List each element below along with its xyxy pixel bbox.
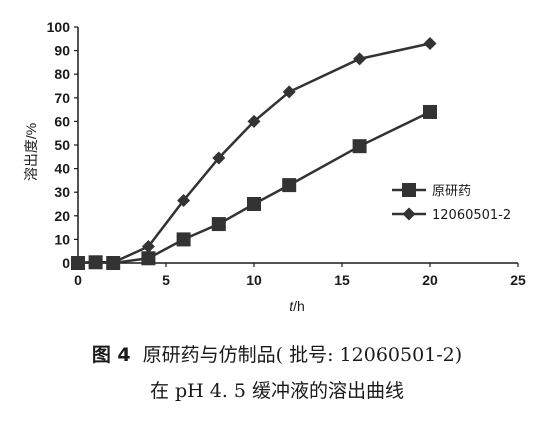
figure-caption-text: 原研药与仿制品( 批号: 12060501-2) — [142, 344, 463, 366]
x-axis-title: t/h — [289, 298, 305, 314]
y-tick-label: 0 — [62, 255, 70, 271]
legend-item: 原研药 — [392, 183, 471, 199]
data-point — [141, 251, 156, 266]
data-point — [176, 232, 191, 247]
data-point — [211, 217, 226, 232]
legend: 原研药 12060501-2 — [392, 183, 511, 223]
y-tick-label: 90 — [54, 43, 70, 59]
x-tick-label: 15 — [334, 272, 350, 288]
data-point — [177, 193, 191, 207]
y-tick-label: 20 — [54, 208, 70, 224]
x-tick-label: 0 — [74, 272, 82, 288]
data-point — [212, 151, 226, 165]
data-point — [71, 256, 85, 270]
data-point — [247, 197, 261, 211]
data-point — [141, 239, 155, 253]
x-axis-title-unit: /h — [293, 298, 305, 314]
y-tick-label: 10 — [54, 231, 70, 247]
figure-number: 图 4 — [91, 344, 131, 366]
x-axis-ticks: 0 5 10 15 20 25 — [74, 263, 526, 288]
data-point — [247, 114, 261, 128]
x-axis-title-variable: t — [289, 298, 294, 314]
y-tick-label: 30 — [54, 184, 70, 200]
x-tick-label: 5 — [162, 272, 170, 288]
x-tick-label: 20 — [422, 272, 438, 288]
y-axis-title: 溶出度/% — [23, 123, 39, 181]
x-tick-label: 25 — [510, 272, 526, 288]
legend-marker — [402, 207, 416, 221]
series-2 — [71, 37, 437, 270]
data-point — [282, 178, 297, 193]
series-line — [77, 42, 431, 265]
series-1 — [71, 104, 437, 270]
legend-item: 12060501-2 — [392, 207, 511, 223]
data-point — [353, 52, 367, 66]
legend-marker — [402, 183, 416, 197]
y-axis-ticks: 0 10 20 30 40 50 60 70 80 90 100 — [47, 19, 78, 271]
figure-caption-line1: 图 4 原研药与仿制品( 批号: 12060501-2) — [0, 340, 554, 367]
y-tick-label: 60 — [54, 113, 70, 129]
y-tick-label: 70 — [54, 90, 70, 106]
legend-label: 12060501-2 — [432, 208, 511, 223]
figure-caption-line2: 在 pH 4. 5 缓冲液的溶出曲线 — [149, 380, 405, 402]
data-point — [423, 37, 437, 51]
y-tick-label: 50 — [54, 137, 70, 153]
data-point — [282, 85, 296, 99]
series-line — [77, 110, 431, 265]
data-point — [89, 255, 103, 269]
data-point — [352, 139, 367, 154]
y-tick-label: 80 — [54, 66, 70, 82]
series-layer — [71, 37, 437, 270]
y-tick-label: 40 — [54, 161, 70, 177]
y-tick-label: 100 — [47, 19, 71, 35]
legend-label: 原研药 — [432, 184, 471, 199]
data-point — [423, 104, 437, 119]
data-point — [106, 256, 120, 270]
x-tick-label: 10 — [246, 272, 262, 288]
